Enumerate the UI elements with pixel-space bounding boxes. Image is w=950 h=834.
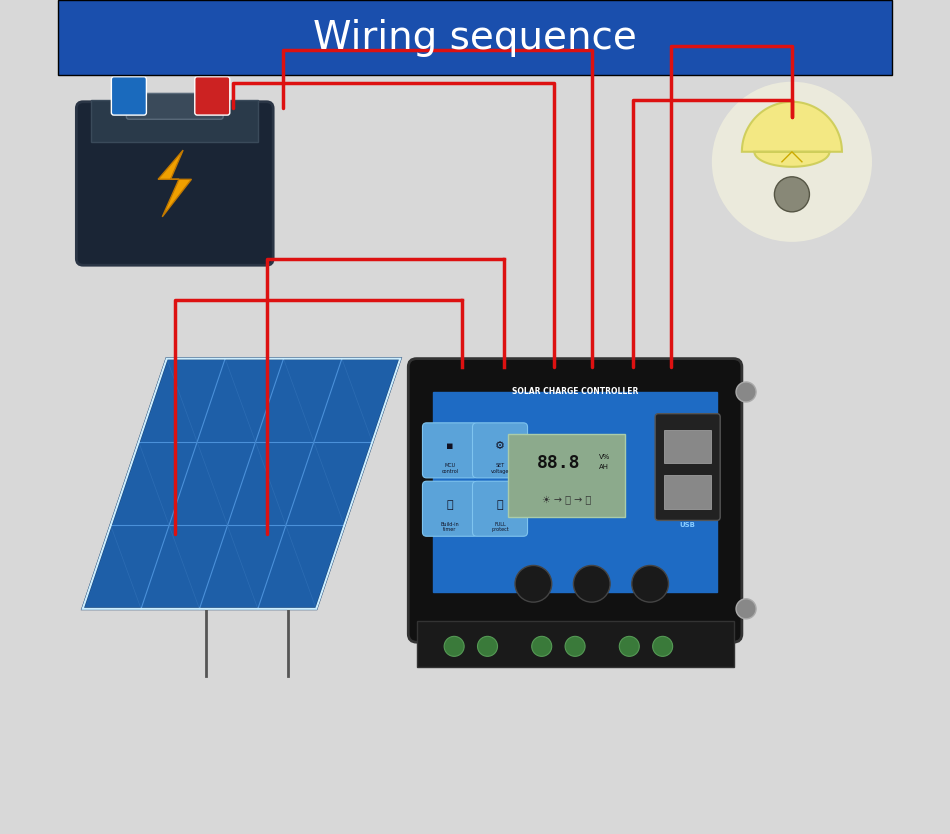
Polygon shape xyxy=(742,102,842,167)
Circle shape xyxy=(736,599,756,619)
Text: 🔒: 🔒 xyxy=(497,500,504,510)
Circle shape xyxy=(653,636,673,656)
Text: ▪: ▪ xyxy=(446,441,454,451)
FancyBboxPatch shape xyxy=(472,481,527,536)
Polygon shape xyxy=(158,150,192,217)
Circle shape xyxy=(478,636,498,656)
FancyBboxPatch shape xyxy=(433,392,717,592)
Circle shape xyxy=(619,636,639,656)
Circle shape xyxy=(774,177,809,212)
Text: FULL
protect: FULL protect xyxy=(491,522,509,532)
FancyBboxPatch shape xyxy=(423,481,478,536)
FancyBboxPatch shape xyxy=(508,434,625,517)
Text: SET
voltage: SET voltage xyxy=(491,464,509,474)
Text: USB: USB xyxy=(680,522,695,529)
Circle shape xyxy=(574,565,610,602)
FancyBboxPatch shape xyxy=(76,102,274,265)
Text: ☀ → 🔋 → 💡: ☀ → 🔋 → 💡 xyxy=(542,494,591,504)
Text: ⚙: ⚙ xyxy=(495,441,505,451)
FancyBboxPatch shape xyxy=(126,93,223,119)
FancyBboxPatch shape xyxy=(408,359,742,642)
Text: 🕐: 🕐 xyxy=(446,500,453,510)
Text: V%: V% xyxy=(598,454,610,460)
Circle shape xyxy=(565,636,585,656)
Circle shape xyxy=(532,636,552,656)
Text: SOLAR CHARGE CONTROLLER: SOLAR CHARGE CONTROLLER xyxy=(512,388,638,396)
Text: AH: AH xyxy=(599,464,609,470)
Circle shape xyxy=(712,82,872,242)
FancyBboxPatch shape xyxy=(664,475,711,509)
FancyBboxPatch shape xyxy=(472,423,527,478)
FancyBboxPatch shape xyxy=(58,0,892,75)
Circle shape xyxy=(632,565,669,602)
Text: Wiring sequence: Wiring sequence xyxy=(314,18,636,57)
FancyBboxPatch shape xyxy=(417,621,733,667)
FancyBboxPatch shape xyxy=(656,414,720,520)
Text: Build-in
timer: Build-in timer xyxy=(441,522,459,532)
FancyBboxPatch shape xyxy=(664,430,711,463)
FancyBboxPatch shape xyxy=(195,77,230,115)
FancyBboxPatch shape xyxy=(423,423,478,478)
Polygon shape xyxy=(83,359,400,609)
Circle shape xyxy=(445,636,465,656)
FancyBboxPatch shape xyxy=(91,100,258,142)
Circle shape xyxy=(736,382,756,402)
Text: 88.8: 88.8 xyxy=(537,454,580,472)
Text: MCU
control: MCU control xyxy=(442,464,459,474)
FancyBboxPatch shape xyxy=(111,77,146,115)
Circle shape xyxy=(515,565,552,602)
